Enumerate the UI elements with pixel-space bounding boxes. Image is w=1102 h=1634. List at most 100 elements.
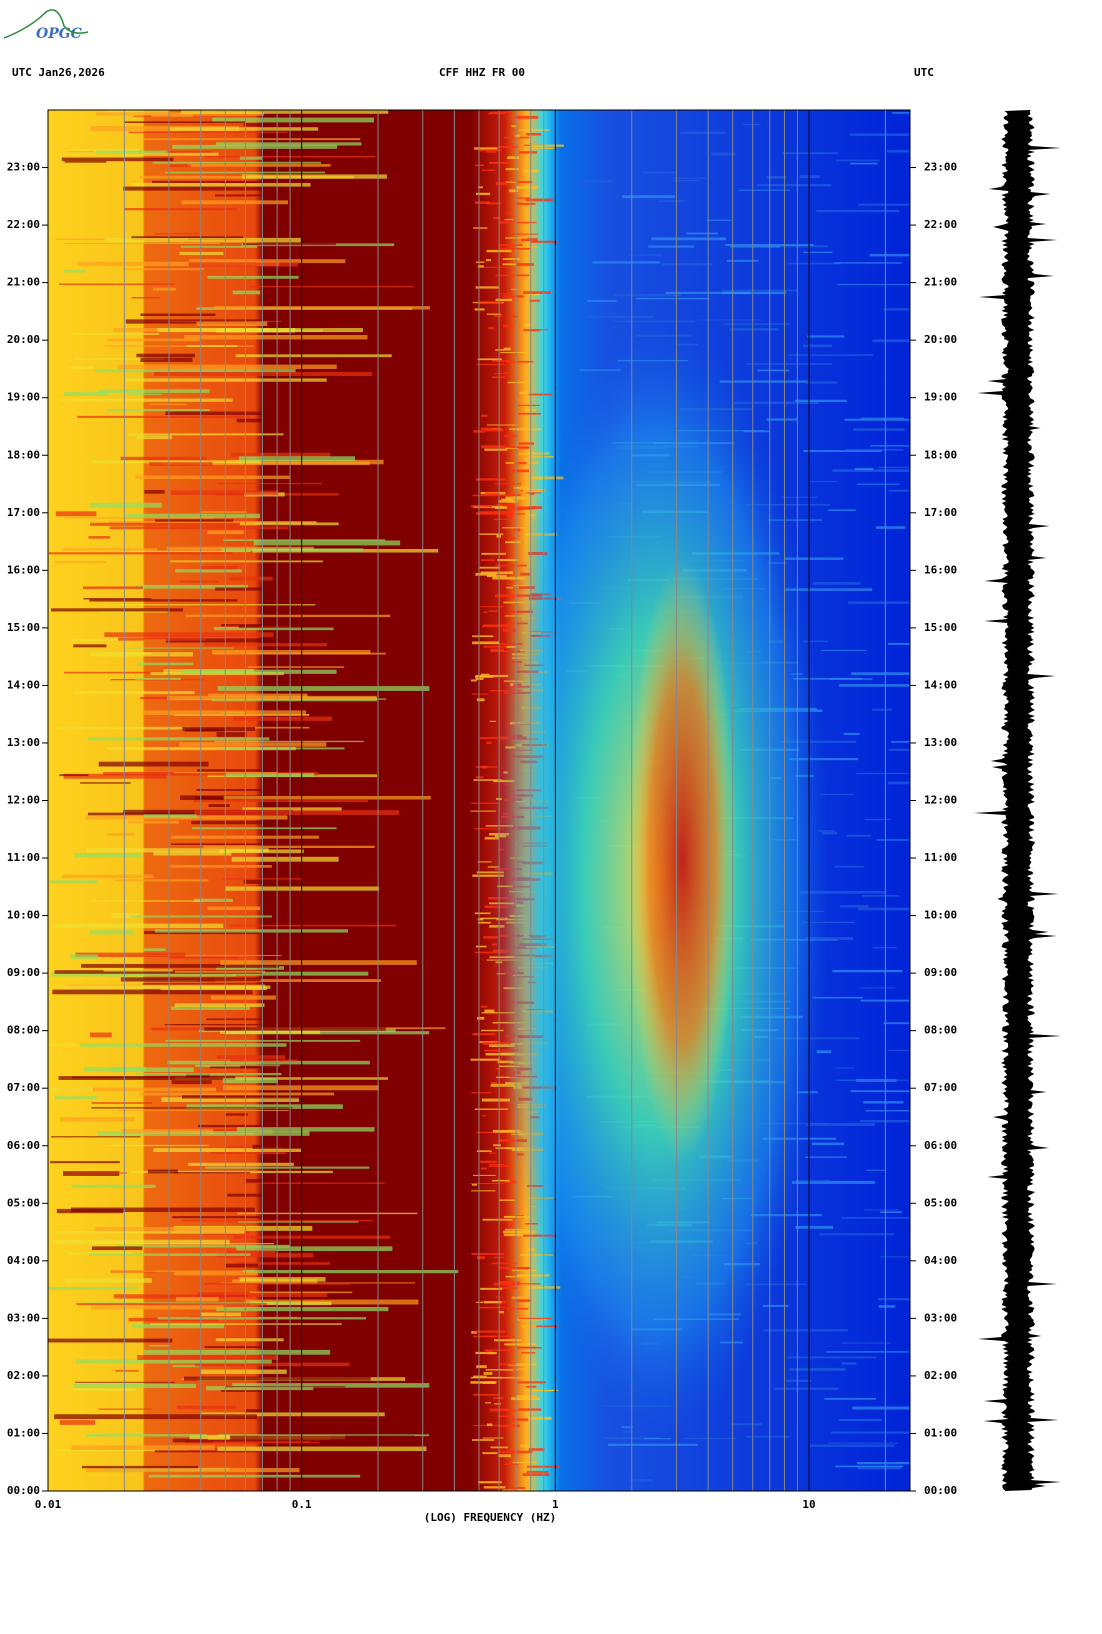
streak	[180, 669, 337, 674]
streak	[774, 1387, 839, 1390]
streak	[511, 1418, 529, 1421]
streak	[485, 1350, 493, 1354]
streak	[241, 174, 387, 179]
streak	[50, 972, 236, 977]
y-tick-label-right: 17:00	[924, 506, 957, 519]
streak	[803, 344, 832, 348]
streak	[90, 930, 134, 935]
streak	[482, 1218, 513, 1221]
streak	[766, 175, 787, 179]
streak	[89, 502, 162, 508]
streak	[706, 219, 732, 221]
streak	[488, 1165, 513, 1167]
streak	[887, 781, 910, 785]
streak	[505, 181, 518, 183]
streak	[800, 890, 887, 894]
streak	[153, 287, 176, 291]
y-tick-label-right: 21:00	[924, 276, 957, 289]
streak	[475, 192, 491, 196]
streak	[766, 418, 798, 421]
streak	[510, 1397, 540, 1401]
streak	[70, 1207, 255, 1213]
streak	[522, 1473, 550, 1476]
streak	[60, 1117, 135, 1122]
streak	[486, 313, 501, 315]
streak	[834, 262, 902, 264]
streak	[170, 164, 191, 168]
streak	[171, 1080, 212, 1085]
streak	[757, 369, 790, 372]
streak	[860, 417, 904, 419]
streak	[498, 1450, 533, 1454]
streak	[840, 905, 869, 908]
streak	[193, 800, 368, 803]
streak	[217, 1446, 427, 1452]
streak	[863, 1101, 904, 1104]
streak	[151, 113, 193, 117]
streak	[474, 1330, 506, 1333]
streak	[843, 732, 860, 735]
streak	[864, 1209, 899, 1211]
streak	[115, 1244, 290, 1248]
streak	[127, 433, 284, 436]
streak	[197, 769, 315, 772]
streak	[648, 245, 695, 248]
streak	[515, 1395, 537, 1397]
streak	[141, 710, 306, 716]
streak	[518, 1408, 542, 1411]
streak	[123, 186, 283, 191]
streak	[518, 129, 550, 131]
streak	[98, 1408, 152, 1410]
streak	[474, 308, 485, 311]
streak	[475, 1131, 510, 1134]
streak	[506, 586, 513, 589]
streak	[505, 447, 519, 450]
streak	[222, 1078, 278, 1084]
streak	[482, 1452, 498, 1455]
streak	[528, 1448, 545, 1451]
streak	[52, 1449, 155, 1452]
x-tick-label: 0.01	[35, 1498, 62, 1511]
streak	[236, 1246, 393, 1252]
streak	[58, 283, 175, 286]
streak	[528, 393, 553, 396]
streak	[179, 742, 327, 747]
streak	[475, 677, 484, 680]
streak	[476, 698, 485, 702]
streak	[475, 572, 497, 576]
streak	[109, 955, 282, 957]
streak	[803, 251, 833, 254]
streak	[203, 845, 375, 848]
streak	[643, 171, 677, 174]
streak	[227, 1193, 385, 1197]
streak	[495, 182, 507, 186]
streak	[213, 1441, 311, 1443]
streak	[153, 372, 373, 376]
streak	[509, 189, 519, 193]
streak	[819, 1233, 895, 1236]
streak	[151, 180, 280, 183]
y-tick-label: 23:00	[7, 161, 40, 174]
streak	[484, 448, 508, 451]
streak	[470, 679, 477, 682]
streak	[211, 995, 276, 1000]
streak	[250, 286, 413, 288]
streak	[245, 1409, 322, 1414]
streak	[247, 666, 345, 668]
streak	[215, 979, 381, 983]
streak	[176, 1405, 237, 1410]
streak	[174, 1077, 388, 1080]
streak	[180, 245, 258, 248]
streak	[489, 1152, 497, 1154]
streak	[511, 288, 518, 290]
streak	[841, 1342, 892, 1344]
streak	[830, 678, 873, 680]
streak	[136, 353, 195, 358]
streak	[576, 246, 593, 248]
streak	[211, 649, 371, 655]
streak	[883, 308, 910, 311]
streak	[213, 652, 386, 655]
streak	[143, 1349, 331, 1355]
streak	[74, 357, 165, 360]
streak	[651, 237, 726, 241]
